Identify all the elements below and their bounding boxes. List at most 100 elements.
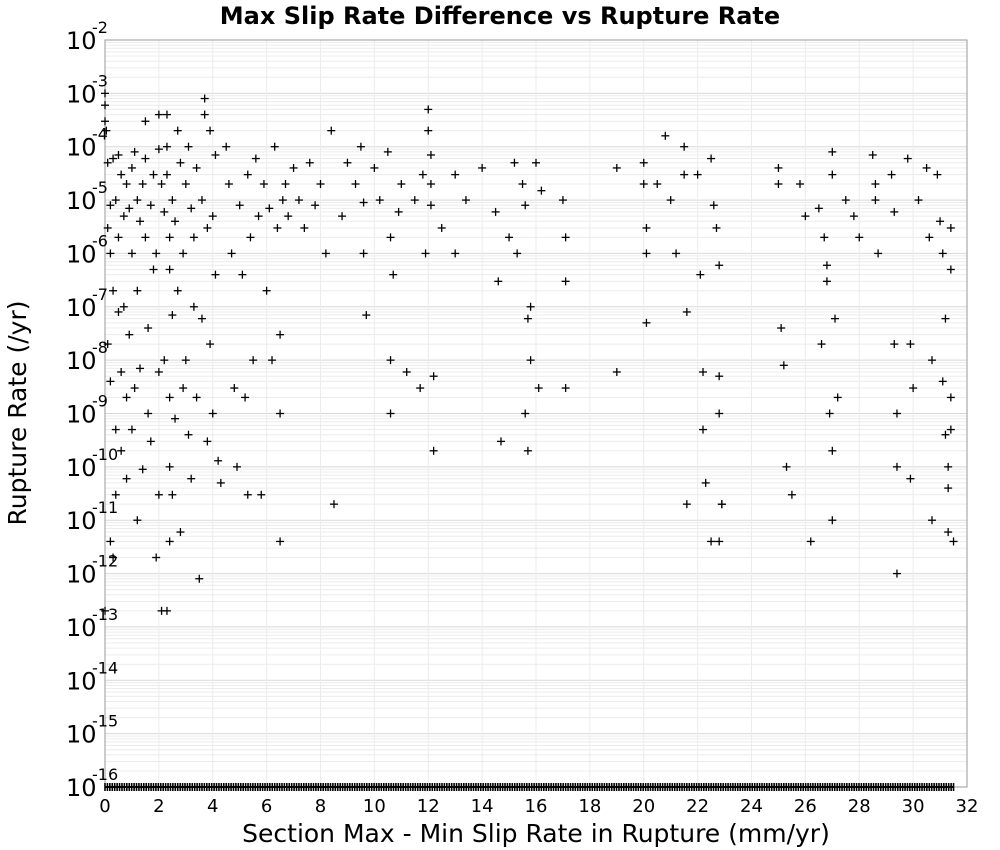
data-point bbox=[111, 425, 120, 434]
data-point bbox=[173, 286, 182, 295]
y-tick-label: 10 bbox=[66, 561, 97, 589]
y-tick-label: 10 bbox=[66, 614, 97, 642]
data-point bbox=[165, 265, 174, 274]
data-point bbox=[211, 270, 220, 279]
data-point bbox=[526, 302, 535, 311]
data-point bbox=[437, 223, 446, 232]
x-tick-label: 2 bbox=[153, 796, 164, 817]
data-point bbox=[429, 446, 438, 455]
data-point bbox=[510, 158, 519, 167]
data-point bbox=[717, 500, 726, 509]
data-point bbox=[114, 233, 123, 242]
y-tick-label: 10 bbox=[66, 80, 97, 108]
data-point bbox=[699, 425, 708, 434]
data-point bbox=[111, 490, 120, 499]
y-tick-exponent: -16 bbox=[92, 765, 118, 784]
data-point bbox=[410, 196, 419, 205]
data-point bbox=[362, 311, 371, 320]
data-point bbox=[666, 196, 675, 205]
y-tick-exponent: -9 bbox=[92, 392, 108, 411]
data-point bbox=[214, 456, 223, 465]
data-point bbox=[162, 170, 171, 179]
y-tick-exponent: -10 bbox=[92, 445, 118, 464]
data-point bbox=[103, 340, 112, 349]
x-tick-label: 6 bbox=[261, 796, 272, 817]
x-tick-label: 16 bbox=[525, 796, 548, 817]
x-axis-label: Section Max - Min Slip Rate in Rupture (… bbox=[242, 819, 830, 848]
data-point bbox=[351, 180, 360, 189]
x-tick-label: 32 bbox=[956, 796, 979, 817]
data-point bbox=[184, 430, 193, 439]
data-point bbox=[141, 154, 150, 163]
data-point bbox=[168, 196, 177, 205]
data-point bbox=[426, 180, 435, 189]
data-point bbox=[222, 142, 231, 151]
data-point bbox=[909, 384, 918, 393]
y-tick-label: 10 bbox=[66, 240, 97, 268]
data-point bbox=[338, 212, 347, 221]
data-point bbox=[106, 537, 115, 546]
data-point bbox=[828, 446, 837, 455]
data-point bbox=[152, 553, 161, 562]
data-point bbox=[154, 145, 163, 154]
chart-title: Max Slip Rate Difference vs Rupture Rate bbox=[220, 2, 780, 30]
data-point bbox=[329, 500, 338, 509]
data-point bbox=[680, 170, 689, 179]
data-point bbox=[521, 409, 530, 418]
data-point bbox=[429, 372, 438, 381]
data-point bbox=[518, 180, 527, 189]
data-point bbox=[661, 131, 670, 140]
data-point bbox=[841, 196, 850, 205]
y-tick-exponent: -11 bbox=[92, 498, 118, 517]
data-point bbox=[249, 356, 258, 365]
data-point bbox=[868, 150, 877, 159]
data-point bbox=[892, 409, 901, 418]
data-point bbox=[892, 462, 901, 471]
data-point bbox=[537, 186, 546, 195]
x-tick-label: 22 bbox=[686, 796, 709, 817]
data-point bbox=[642, 318, 651, 327]
data-point bbox=[383, 147, 392, 156]
data-point bbox=[154, 367, 163, 376]
y-tick-exponent: -8 bbox=[92, 338, 108, 357]
data-point bbox=[230, 384, 239, 393]
data-point bbox=[386, 233, 395, 242]
data-point bbox=[114, 150, 123, 159]
data-point bbox=[195, 574, 204, 583]
data-point bbox=[187, 474, 196, 483]
data-point bbox=[682, 307, 691, 316]
data-point bbox=[165, 393, 174, 402]
data-point bbox=[162, 110, 171, 119]
x-tick-label: 10 bbox=[363, 796, 386, 817]
data-point bbox=[232, 462, 241, 471]
data-point bbox=[165, 537, 174, 546]
data-point bbox=[828, 170, 837, 179]
data-point bbox=[933, 170, 942, 179]
data-point bbox=[892, 569, 901, 578]
data-point bbox=[176, 158, 185, 167]
data-point bbox=[276, 537, 285, 546]
data-point bbox=[122, 474, 131, 483]
x-tick-label: 14 bbox=[471, 796, 494, 817]
data-point bbox=[119, 302, 128, 311]
data-point bbox=[944, 484, 953, 493]
data-point bbox=[157, 180, 166, 189]
data-point bbox=[206, 340, 215, 349]
data-point bbox=[421, 249, 430, 258]
data-point bbox=[426, 150, 435, 159]
data-point bbox=[561, 277, 570, 286]
data-point bbox=[534, 384, 543, 393]
data-point bbox=[343, 158, 352, 167]
data-point bbox=[890, 340, 899, 349]
data-point bbox=[871, 196, 880, 205]
data-point bbox=[944, 528, 953, 537]
data-point bbox=[227, 249, 236, 258]
y-tick-exponent: -4 bbox=[92, 125, 108, 144]
data-point bbox=[494, 277, 503, 286]
data-point bbox=[944, 462, 953, 471]
data-point bbox=[795, 180, 804, 189]
data-point bbox=[389, 270, 398, 279]
data-point bbox=[101, 606, 109, 615]
y-axis-label: Rupture Rate (/yr) bbox=[3, 301, 32, 526]
data-point bbox=[715, 261, 724, 270]
